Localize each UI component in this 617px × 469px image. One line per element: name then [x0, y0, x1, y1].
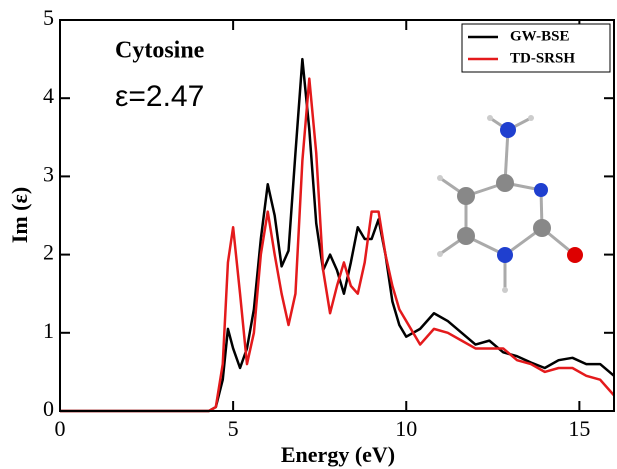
plot-frame — [60, 20, 614, 411]
y-axis-label: Im (ε) — [7, 187, 32, 243]
y-tick-label: 0 — [43, 396, 54, 421]
x-tick-label: 15 — [568, 416, 590, 441]
y-tick-label: 1 — [43, 318, 54, 343]
y-tick-label: 2 — [43, 240, 54, 265]
x-axis-label: Energy (eV) — [281, 442, 395, 467]
x-tick-label: 10 — [395, 416, 417, 441]
x-tick-label: 0 — [55, 416, 66, 441]
legend-label: GW-BSE — [510, 28, 569, 44]
legend-label: TD-SRSH — [510, 50, 575, 66]
y-tick-label: 5 — [43, 5, 54, 30]
annotation: ε=2.47 — [115, 80, 204, 113]
chart: Cytosine ε=2.47 Energy (eV) Im (ε) 0 1 2 3 4… — [0, 0, 617, 469]
y-tick-label: 4 — [43, 83, 54, 108]
annotation: Cytosine — [115, 38, 205, 64]
x-tick-label: 5 — [228, 416, 239, 441]
y-tick-label: 3 — [43, 161, 54, 186]
molecule — [437, 115, 583, 293]
